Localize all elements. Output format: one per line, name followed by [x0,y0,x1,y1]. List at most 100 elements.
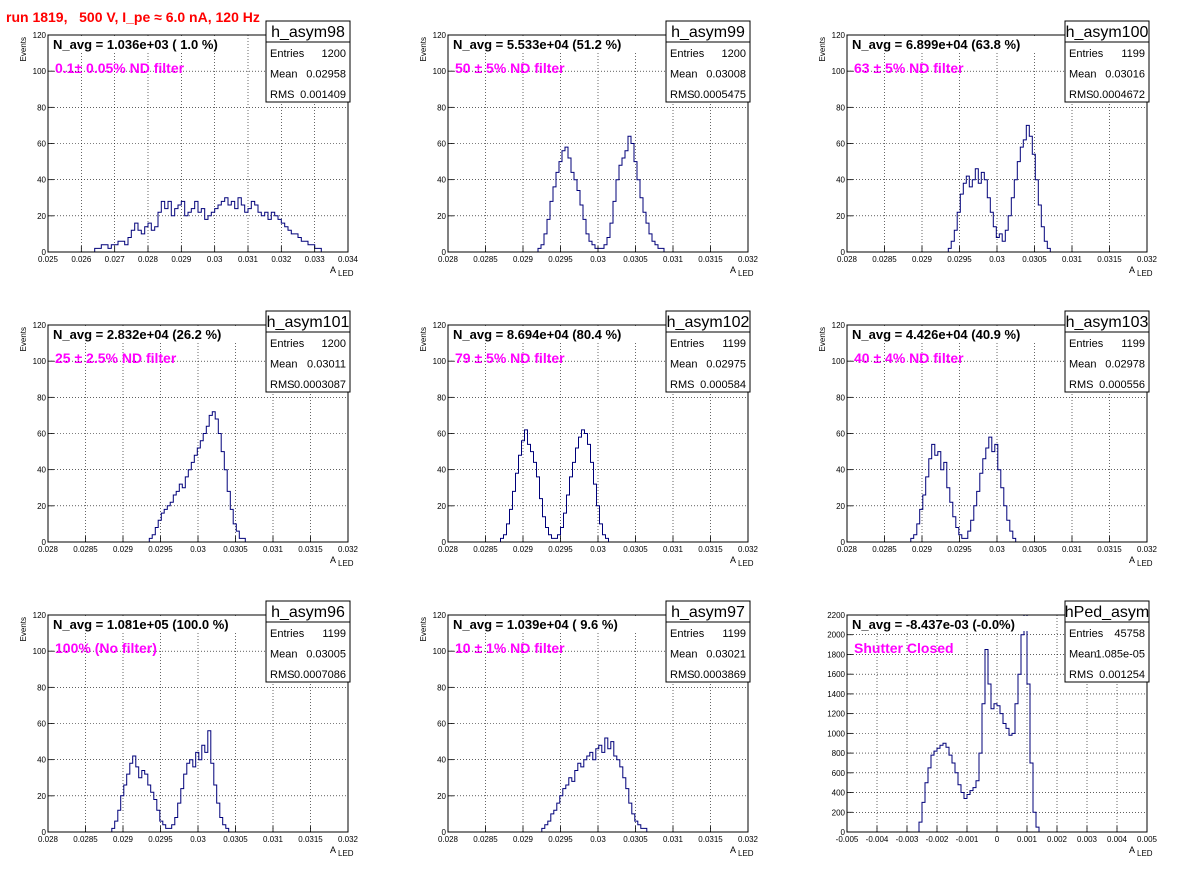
y-tick-label: 20 [37,212,46,221]
x-tick-label: 0.027 [105,255,126,264]
histogram-panel-h_asym103: 0.028 0.0285 0.029 0.0295 0.03 0.0305 0.031 0.0… [818,310,1158,568]
x-tick-label: 0.032 [738,835,759,844]
y-tick-label: 20 [836,212,845,221]
x-tick-label: 0.0315 [1097,545,1122,554]
y-tick-label: 40 [437,466,446,475]
stats-value: 0.03016 [1105,69,1145,81]
x-tick-label: 0.031 [263,835,284,844]
x-axis-label: A [1129,845,1135,855]
x-tick-label: -0.002 [926,835,949,844]
stats-key: Entries [1069,628,1104,640]
x-tick-label: 0.003 [1077,835,1098,844]
x-tick-label: 0.029 [171,255,192,264]
x-tick-label: 0.029 [513,835,534,844]
stats-box [1064,310,1150,393]
histogram-series [111,730,232,833]
n-avg-label: N_avg = 8.694e+04 (80.4 %) [453,327,621,342]
x-tick-label: 0.028 [438,255,459,264]
x-tick-label: 0.033 [305,255,326,264]
stats-key: Entries [1069,48,1104,60]
y-tick-label: 40 [836,466,845,475]
histogram-series [947,124,1054,253]
x-axis-label-subscript: LED [338,849,354,858]
y-tick-label: 80 [37,683,46,692]
histogram-panel-hPed_asym: -0.005 -0.004 -0.003 -0.002 -0.001 0 0.001 0.00… [827,600,1158,858]
x-tick-label: 0.029 [912,255,933,264]
x-tick-label: 0.029 [113,835,134,844]
y-tick-label: 120 [433,611,447,620]
stats-key: Mean [270,359,298,371]
n-avg-box [848,36,1038,51]
y-tick-label: 20 [37,792,46,801]
n-avg-box [449,616,639,631]
histogram-name: h_asym99 [671,24,745,41]
x-tick-label: 0.032 [338,835,359,844]
y-tick-label: 40 [836,176,845,185]
y-tick-label: 2000 [827,631,845,640]
y-tick-label: 100 [33,357,47,366]
n-avg-box [449,36,639,51]
y-tick-label: 1800 [827,650,845,659]
y-tick-label: 40 [437,176,446,185]
x-tick-label: 0.028 [438,545,459,554]
y-tick-label: 800 [832,749,846,758]
n-avg-box [848,326,1038,341]
y-tick-label: 1000 [827,729,845,738]
x-axis-label-subscript: LED [738,559,754,568]
x-tick-label: 0.0295 [947,545,972,554]
x-tick-label: 0.0295 [148,545,173,554]
x-tick-label: 0.034 [338,255,359,264]
stats-value: 0.001409 [300,89,346,101]
stats-box [1064,600,1150,683]
y-tick-label: 80 [437,683,446,692]
histogram-name: h_asym103 [1066,314,1149,331]
x-tick-label: 0.03 [989,545,1005,554]
n-avg-box [49,326,239,341]
stats-value: 1199 [322,628,346,640]
y-axis-label: Events [818,327,827,351]
y-tick-label: 120 [433,31,447,40]
histogram-panel-h_asym100: 0.028 0.0285 0.029 0.0295 0.03 0.0305 0.031 0.0… [818,20,1158,278]
y-tick-label: 0 [841,538,846,547]
stats-key: RMS [670,669,694,681]
y-tick-label: 100 [832,357,846,366]
histogram-panel-h_asym97: 0.028 0.0285 0.029 0.0295 0.03 0.0305 0.031 0.0… [419,600,759,858]
n-avg-label: N_avg = -8.437e-03 (-0.0%) [852,617,1015,632]
stats-key: Mean [670,69,698,81]
x-tick-label: 0.0285 [473,835,498,844]
y-tick-label: 20 [437,212,446,221]
histogram-series [500,429,612,543]
x-tick-label: 0.031 [663,545,684,554]
x-tick-label: 0.0285 [872,255,897,264]
histogram-name: h_asym98 [271,24,345,41]
x-tick-label: 0.03 [190,545,206,554]
histogram-name: h_asym100 [1066,24,1149,41]
x-tick-label: 0.026 [71,255,92,264]
y-tick-label: 80 [836,103,845,112]
stats-value: 0.0003869 [694,669,746,681]
x-tick-label: 0.0315 [298,545,323,554]
y-tick-label: 20 [437,792,446,801]
y-tick-label: 20 [437,502,446,511]
x-tick-label: 0.0285 [872,545,897,554]
stats-box [1064,20,1150,103]
y-tick-label: 0 [42,828,47,837]
x-tick-label: 0.0305 [1022,255,1047,264]
x-tick-label: 0.029 [912,545,933,554]
run-title: run 1819, 500 V, I_pe ≈ 6.0 nA, 120 Hz [6,9,260,25]
y-tick-label: 0 [42,248,47,257]
y-tick-label: 100 [33,67,47,76]
n-avg-label: N_avg = 2.832e+04 (26.2 %) [53,327,221,342]
stats-key: Mean [1069,649,1097,661]
filter-label: 50 ± 5% ND filter [455,60,565,76]
x-axis-label: A [730,555,736,565]
y-tick-label: 0 [42,538,47,547]
x-tick-label: 0 [995,835,1000,844]
x-tick-label: 0.005 [1137,835,1158,844]
n-avg-box [848,616,1038,631]
histogram-name: h_asym96 [271,604,345,621]
x-axis-label-subscript: LED [1137,269,1153,278]
x-axis-label-subscript: LED [738,849,754,858]
y-tick-label: 20 [37,502,46,511]
stats-key: RMS [1069,669,1093,681]
